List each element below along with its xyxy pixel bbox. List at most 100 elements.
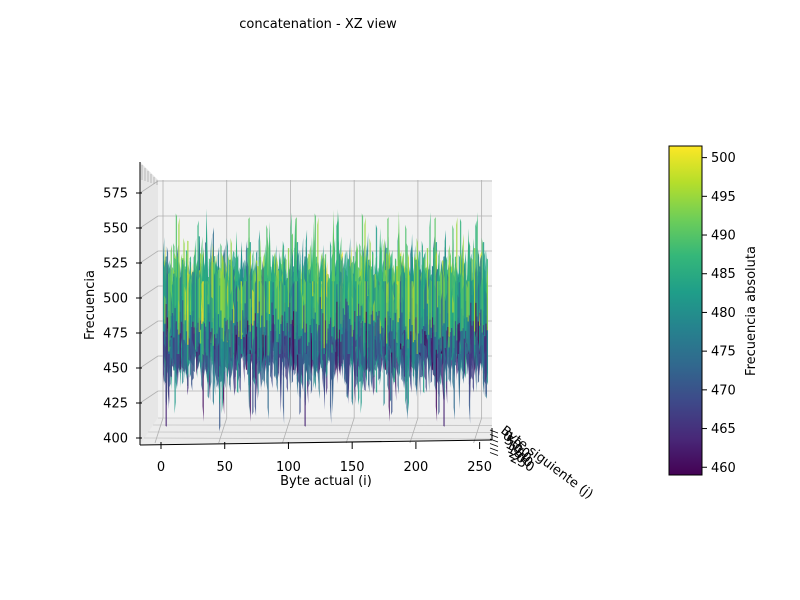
- surface-facet: [406, 243, 408, 341]
- surface-facet: [168, 272, 170, 352]
- surface-facet: [463, 268, 466, 339]
- surface-facet: [313, 319, 315, 379]
- surface-facet: [254, 280, 257, 314]
- surface-facet: [333, 279, 336, 327]
- surface-facet: [243, 275, 245, 320]
- surface-facet: [424, 283, 426, 332]
- surface-facet: [289, 291, 291, 338]
- surface-spike: [201, 247, 205, 282]
- z-tick-label: 525: [103, 257, 128, 272]
- surface-facet: [327, 281, 329, 329]
- colorbar-tick-label: 485: [711, 267, 736, 282]
- surface-facet: [424, 331, 426, 347]
- surface-facet: [243, 315, 245, 337]
- surface-facet: [276, 342, 278, 393]
- surface-facet: [245, 334, 248, 357]
- side-gridline: [139, 250, 159, 264]
- surface-facet: [341, 255, 343, 335]
- surface-facet: [230, 288, 232, 321]
- surface-facet: [212, 261, 214, 346]
- surface-facet: [326, 295, 328, 344]
- surface-facet: [394, 312, 397, 352]
- surface-facet: [307, 279, 309, 346]
- surface-facet: [387, 336, 389, 392]
- surface-spike: [468, 354, 472, 405]
- surface-facet: [423, 325, 425, 364]
- surface-facet: [300, 289, 302, 337]
- x-axis-label: Byte actual (i): [280, 474, 372, 489]
- surface-facet: [256, 261, 258, 327]
- surface-facet: [318, 267, 320, 326]
- surface-facet: [340, 341, 342, 377]
- surface-spike: [310, 236, 314, 282]
- surface-facet: [187, 261, 189, 345]
- colorbar-ticks: 460 465 470 475 480 485 490 495 500: [702, 151, 736, 476]
- surface-facet: [301, 328, 304, 361]
- surface-facet: [364, 217, 366, 323]
- surface-facet: [451, 271, 453, 329]
- surface-facet: [307, 345, 309, 359]
- surface-facet: [428, 334, 430, 360]
- surface-facet: [170, 335, 172, 339]
- surface-facet: [221, 327, 223, 389]
- surface-facet: [250, 262, 253, 324]
- surface-facet: [457, 324, 459, 360]
- surface-facet: [363, 341, 365, 361]
- surface-facet: [253, 270, 255, 321]
- surface-facet: [449, 265, 452, 332]
- surface-facet: [448, 254, 450, 337]
- surface-facet: [187, 344, 189, 366]
- surface-facet: [238, 337, 240, 365]
- surface-facet: [443, 323, 445, 355]
- surface-facet: [178, 300, 180, 335]
- surface-facet: [308, 342, 310, 370]
- surface-facet: [247, 320, 249, 336]
- surface-facet: [454, 321, 457, 363]
- surface-facet: [290, 323, 292, 345]
- surface-facet: [440, 349, 443, 354]
- surface-facet: [398, 293, 401, 319]
- surface-facet: [233, 323, 235, 363]
- surface-facet: [360, 322, 362, 367]
- surface-facet: [205, 271, 207, 327]
- surface-facet: [275, 279, 277, 309]
- surface-facet: [242, 284, 244, 311]
- surface-facet: [191, 288, 193, 328]
- surface-facet: [225, 269, 227, 322]
- surface-facet: [239, 284, 241, 321]
- surface-facet: [389, 277, 392, 319]
- colorbar-tick-label: 480: [711, 306, 736, 321]
- surface-facet: [173, 273, 175, 338]
- surface-facet: [336, 284, 338, 302]
- surface-facet: [368, 323, 370, 346]
- surface-facet: [267, 295, 269, 356]
- surface-facet: [470, 302, 472, 359]
- surface-facet: [179, 333, 181, 363]
- z-tick-label: 475: [103, 327, 128, 342]
- surface-facet: [189, 291, 192, 316]
- x-tick-label: 250: [467, 460, 492, 475]
- surface-facet: [386, 343, 388, 374]
- surface-facet: [219, 285, 221, 328]
- surface-facet: [263, 282, 265, 327]
- side-pane: [140, 162, 158, 445]
- side-gridline: [139, 215, 159, 229]
- surface-facet: [257, 265, 259, 314]
- z-axis-label: Frecuencia: [83, 270, 98, 340]
- surface-facet: [276, 289, 278, 343]
- surface-facet: [212, 345, 214, 406]
- surface-facet: [303, 305, 305, 366]
- surface-facet: [355, 344, 357, 365]
- surface-facet: [226, 299, 228, 320]
- surface-facet: [411, 325, 413, 370]
- surface-facet: [412, 279, 415, 343]
- surface-facet: [451, 328, 453, 360]
- surface-facet: [329, 240, 332, 318]
- surface-facet: [268, 314, 271, 360]
- surface-facet: [343, 267, 346, 315]
- surface-facet: [308, 274, 310, 343]
- surface-facet: [220, 310, 222, 370]
- surface-facet: [453, 348, 455, 420]
- surface-facet: [454, 279, 457, 322]
